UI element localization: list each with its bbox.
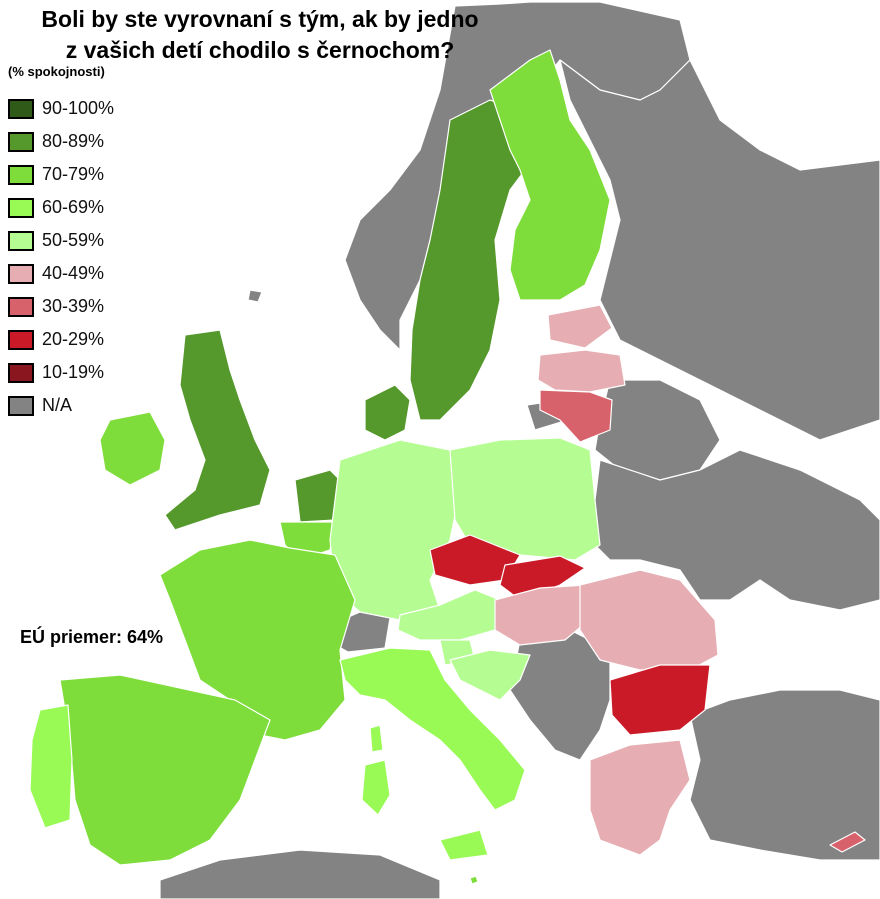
turkey (689, 689, 880, 861)
country-slovakia (499, 555, 586, 601)
legend-label: 10-19% (42, 362, 105, 382)
iceland-hint (247, 289, 263, 303)
country-portugal (29, 704, 73, 829)
country-denmark (364, 384, 411, 441)
legend-swatch (8, 164, 34, 185)
legend-swatch (8, 296, 34, 317)
country-sardinia (361, 759, 391, 816)
legend-label: 80-89% (42, 131, 105, 151)
legend-label: 70-79% (42, 164, 105, 184)
country-corsica (369, 724, 384, 753)
legend-item: 90-100% (8, 92, 114, 125)
country-france (159, 539, 356, 741)
north-africa (159, 849, 441, 899)
eu-average-label: EÚ priemer: 64% (20, 627, 164, 647)
legend-label: 20-29% (42, 329, 105, 349)
legend-item: 70-79% (8, 158, 114, 191)
legend-item: 40-49% (8, 257, 114, 290)
country-malta (469, 875, 479, 885)
country-ireland (99, 411, 166, 486)
legend-swatch (8, 329, 34, 350)
country-croatia (449, 649, 531, 701)
legend-item: 20-29% (8, 323, 114, 356)
country-romania (579, 569, 719, 671)
legend-label: 40-49% (42, 263, 105, 283)
legend-item: 10-19% (8, 356, 114, 389)
legend-label: 60-69% (42, 197, 105, 217)
legend-swatch (8, 230, 34, 251)
legend-label: N/A (42, 395, 73, 415)
country-greece (589, 739, 691, 856)
title-line-2: z vašich detí chodilo s černochom? (65, 37, 455, 63)
legend-item: 30-39% (8, 290, 114, 323)
country-latvia (537, 349, 626, 393)
country-finland (489, 49, 611, 301)
legend-swatch (8, 131, 34, 152)
country-estonia (547, 304, 613, 349)
legend-item: N/A (8, 389, 114, 422)
legend-swatch (8, 98, 34, 119)
map-title: Boli by ste vyrovnaní s tým, ak by jedno… (0, 4, 520, 66)
legend-item: 60-69% (8, 191, 114, 224)
legend-swatch (8, 395, 34, 416)
legend-swatch (8, 197, 34, 218)
map-subtitle: (% spokojnosti) (8, 64, 105, 79)
legend-swatch (8, 263, 34, 284)
country-italy (339, 647, 526, 811)
country-sicily (439, 829, 489, 861)
eu-countries (29, 49, 866, 885)
title-line-1: Boli by ste vyrovnaní s tým, ak by jedno (41, 6, 479, 32)
country-cyprus (829, 831, 866, 853)
non-eu-land (159, 1, 880, 899)
russia-north (559, 59, 880, 441)
country-bulgaria (609, 664, 711, 736)
legend: 90-100% 80-89% 70-79% 60-69% 50-59% 40-4… (8, 92, 114, 422)
legend-item: 50-59% (8, 224, 114, 257)
ukraine (589, 449, 880, 611)
legend-label: 30-39% (42, 296, 105, 316)
legend-item: 80-89% (8, 125, 114, 158)
legend-swatch (8, 362, 34, 383)
country-spain (59, 674, 271, 866)
legend-label: 50-59% (42, 230, 105, 250)
country-uk (164, 329, 271, 531)
country-lithuania (539, 389, 613, 443)
legend-label: 90-100% (42, 98, 115, 118)
